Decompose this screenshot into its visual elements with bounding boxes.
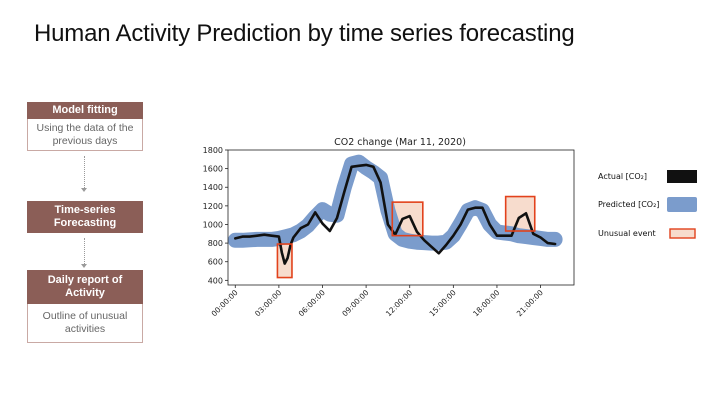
- y-tick-label: 600: [208, 258, 223, 267]
- step-model-fitting-header: Model fitting: [27, 102, 143, 119]
- y-tick-label: 1800: [203, 146, 223, 155]
- flow-arrow-1: [81, 156, 87, 192]
- legend-swatch-predicted: [667, 197, 697, 212]
- step-daily-report-body: Outline of unusual activities: [27, 304, 143, 343]
- x-tick-label: 21:00:00: [515, 288, 545, 318]
- x-tick-label: 06:00:00: [297, 288, 327, 318]
- plot-frame: [227, 149, 575, 286]
- slide-title: Human Activity Prediction by time series…: [34, 20, 575, 47]
- legend-label-unusual: Unusual event: [598, 229, 656, 238]
- step-forecasting-header: Time-series Forecasting: [27, 201, 143, 233]
- x-tick-label: 12:00:00: [384, 288, 414, 318]
- unusual-event-outline-1: [276, 243, 293, 279]
- x-tick-label: 15:00:00: [428, 288, 458, 318]
- x-tick-label: 00:00:00: [209, 288, 239, 318]
- y-tick-label: 800: [208, 239, 223, 248]
- unusual-event-outline-3: [504, 195, 536, 232]
- y-tick-label: 1400: [203, 183, 223, 192]
- y-tick-label: 1600: [203, 165, 223, 174]
- x-tick-label: 18:00:00: [471, 288, 501, 318]
- legend-swatch-unusual: [669, 228, 696, 239]
- co2-chart: CO2 change (Mar 11, 2020) 400 600 800 1000 1…: [203, 137, 697, 318]
- flow-arrow-2: [81, 238, 87, 268]
- legend-swatch-actual: [667, 170, 697, 183]
- x-tick-label: 03:00:00: [253, 288, 283, 318]
- legend-label-actual: Actual [CO₂]: [598, 172, 647, 181]
- legend-label-predicted: Predicted [CO₂]: [598, 200, 659, 209]
- step-model-fitting-body: Using the data of the previous days: [27, 119, 143, 151]
- x-tick-label: 09:00:00: [340, 288, 370, 318]
- actual-series-line: [234, 163, 557, 265]
- chart-title: CO2 change (Mar 11, 2020): [334, 137, 466, 148]
- unusual-event-outline-2: [391, 201, 424, 237]
- y-tick-label: 400: [208, 276, 223, 285]
- step-daily-report-header: Daily report of Activity: [27, 270, 143, 304]
- y-tick-label: 1200: [203, 202, 223, 211]
- y-tick-label: 1000: [203, 220, 223, 229]
